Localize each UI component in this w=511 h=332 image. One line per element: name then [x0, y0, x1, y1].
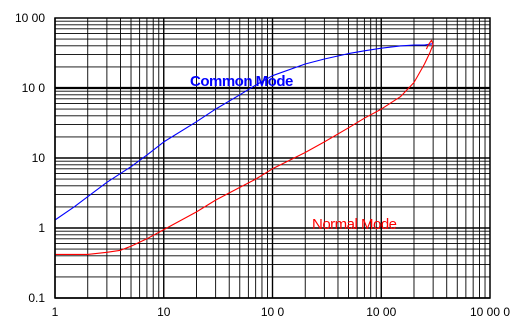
series-line-normal-mode	[55, 39, 434, 255]
x-tick-label: 10 00	[366, 305, 396, 319]
x-tick-label: 10 0	[261, 305, 285, 319]
series-annotations: Common Mode Normal Mode	[190, 73, 397, 233]
tick-labels: 1 10 10 0 10 00 10 00 0 0.1 1 10 10 0 10 00	[15, 11, 510, 319]
annotation-normal-mode: Normal Mode	[312, 216, 397, 233]
series-group	[54, 39, 434, 255]
y-tick-label: 10 00	[15, 11, 45, 25]
annotation-common-mode: Common Mode	[190, 73, 293, 90]
y-tick-label: 10 0	[22, 81, 46, 95]
grid-lines	[54, 18, 490, 299]
y-tick-label: 0.1	[28, 291, 45, 305]
x-tick-label: 1	[52, 305, 59, 319]
plot-frame	[54, 17, 491, 299]
series-line-common-mode	[54, 43, 434, 221]
x-tick-label: 10	[157, 305, 171, 319]
y-tick-label: 1	[38, 221, 45, 235]
y-tick-label: 10	[32, 151, 46, 165]
x-tick-label: 10 00 0	[470, 305, 510, 319]
